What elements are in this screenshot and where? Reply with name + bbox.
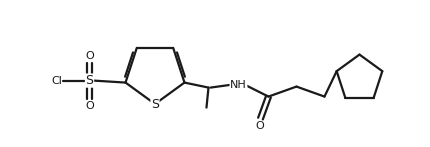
Text: NH: NH (230, 80, 247, 90)
Text: O: O (85, 101, 94, 111)
Text: O: O (255, 121, 264, 131)
Text: S: S (151, 97, 159, 111)
Text: S: S (86, 74, 93, 87)
Text: Cl: Cl (51, 76, 62, 86)
Text: O: O (85, 51, 94, 61)
